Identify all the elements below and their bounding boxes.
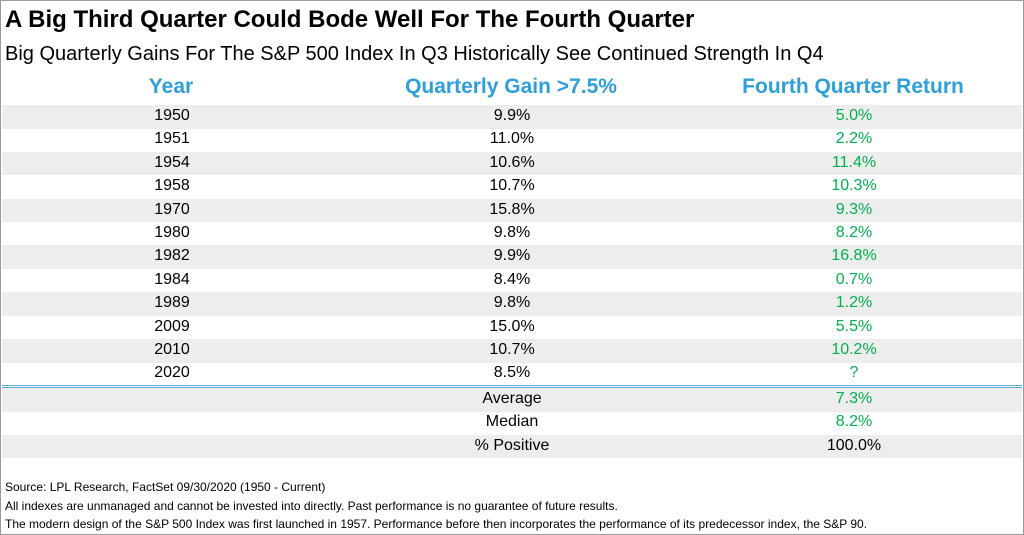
footnote: All indexes are unmanaged and cannot be …: [5, 499, 618, 513]
table-cell: 2020: [154, 364, 190, 382]
table-row: 1950 9.9% 5.0%: [2, 105, 1022, 129]
summary-label: % Positive: [474, 436, 550, 454]
table-cell: 9.9%: [493, 107, 531, 124]
table-cell: 9.3%: [835, 200, 873, 218]
table-cell: 1980: [154, 224, 190, 241]
table-cell: 9.8%: [493, 294, 531, 312]
table-row: 1951 11.0% 2.2%: [2, 128, 1022, 152]
column-header: Fourth Quarter Return: [742, 75, 964, 98]
summary-label: Median: [485, 413, 539, 431]
table-cell: 1950: [154, 107, 190, 124]
table-cell: 10.7%: [489, 177, 535, 195]
table-row: 1984 8.4% 0.7%: [2, 269, 1022, 293]
table-cell: 2010: [154, 341, 190, 358]
table-row: 1980 9.8% 8.2%: [2, 222, 1022, 246]
table-cell: 10.2%: [831, 341, 877, 358]
table-cell: ?: [849, 364, 859, 382]
footnote: Source: LPL Research, FactSet 09/30/2020…: [5, 480, 326, 494]
table-cell: 8.2%: [835, 224, 873, 241]
table-cell: 10.7%: [489, 341, 535, 358]
table-cell: 1982: [154, 247, 190, 265]
table-cell: 1984: [154, 270, 190, 288]
table-cell: 1989: [154, 294, 190, 312]
table-cell: 1958: [154, 177, 190, 195]
table-row: 1970 15.8% 9.3%: [2, 198, 1022, 223]
summary-row: % Positive 100.0%: [2, 434, 1022, 459]
table-row: 1954 10.6% 11.4%: [2, 151, 1022, 176]
table-cell: 1951: [154, 130, 190, 148]
table-cell: 11.4%: [831, 153, 877, 171]
subtitle: Big Quarterly Gains For The S&P 500 Inde…: [5, 43, 824, 65]
column-header: Quarterly Gain >7.5%: [405, 75, 617, 98]
table-cell: 15.8%: [489, 200, 535, 218]
table-cell: 8.5%: [493, 364, 531, 382]
table-row: 2010 10.7% 10.2%: [2, 339, 1022, 363]
table-cell: 11.0%: [489, 130, 535, 148]
table-cell: 9.8%: [493, 224, 531, 241]
table-cell: 5.5%: [835, 317, 873, 335]
table-cell: 8.4%: [493, 270, 531, 288]
table-cell: 15.0%: [489, 317, 535, 335]
table-cell: 2.2%: [835, 130, 873, 148]
table-cell: 1954: [154, 153, 190, 171]
table-row: 2020 8.5%?: [2, 362, 1022, 386]
table-cell: 10.3%: [831, 177, 877, 195]
table-cell: 9.9%: [493, 247, 531, 265]
table-row: 1989 9.8% 1.2%: [2, 292, 1022, 316]
title: A Big Third Quarter Could Bode Well For …: [5, 6, 695, 33]
summary-row: Median 8.2%: [2, 411, 1022, 435]
column-header: Year: [148, 75, 194, 98]
table-cell: 2009: [154, 317, 190, 335]
separator: [2, 385, 1022, 388]
table-row: 1958 10.7% 10.3%: [2, 175, 1022, 199]
table-cell: 1.2%: [835, 294, 873, 312]
table-cell: 5.0%: [835, 107, 873, 124]
table-cell: 10.6%: [489, 153, 535, 171]
table-cell: 0.7%: [835, 270, 873, 288]
summary-value: 7.3%: [835, 390, 873, 407]
table-cell: 16.8%: [831, 247, 877, 265]
footnote: The modern design of the S&P 500 Index w…: [5, 517, 868, 531]
summary-value: 8.2%: [835, 413, 873, 431]
summary-label: Average: [482, 390, 542, 407]
table-row: 2009 15.0% 5.5%: [2, 316, 1022, 340]
table-row: 1982 9.9% 16.8%: [2, 245, 1022, 269]
table-cell: 1970: [154, 200, 190, 218]
summary-row: Average 7.3%: [2, 388, 1022, 412]
summary-value: 100.0%: [826, 436, 882, 454]
